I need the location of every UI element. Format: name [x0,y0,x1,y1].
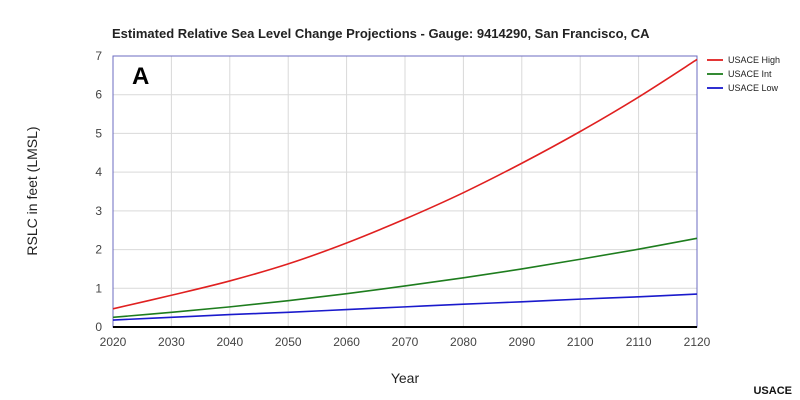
y-tick-label-7: 7 [95,49,102,63]
series-line-usace-low [112,293,698,321]
legend-label-usace-int: USACE Int [728,69,772,79]
series-line-usace-int [112,237,698,319]
credit-label: USACE [753,385,792,397]
y-tick-label-3: 3 [95,204,102,218]
series-line-usace-high [112,58,698,310]
chart-title: Estimated Relative Sea Level Change Proj… [112,26,650,41]
x-tick-label-2090: 2090 [508,335,535,349]
panel-label: A [132,63,149,90]
y-tick-label-0: 0 [95,320,102,334]
x-tick-label-2100: 2100 [567,335,594,349]
x-tick-label-2120: 2120 [684,335,711,349]
y-tick-label-2: 2 [95,243,102,257]
legend-label-usace-high: USACE High [728,55,780,65]
x-tick-label-2040: 2040 [216,335,243,349]
x-tick-label-2110: 2110 [626,335,652,349]
x-tick-label-2050: 2050 [275,335,302,349]
legend: USACE High USACE Int USACE Low [707,55,780,93]
x-tick-label-2080: 2080 [450,335,477,349]
y-tick-label-5: 5 [95,126,102,140]
y-axis-label: RSLC in feet (LMSL) [24,126,40,255]
x-tick-label-2020: 2020 [100,335,127,349]
x-axis-label: Year [391,370,420,386]
x-tick-label-2070: 2070 [392,335,419,349]
x-axis-ticks: 2020 2030 2040 2050 2060 2070 2080 2090 2100 2110… [100,335,711,349]
y-axis-ticks: 0 1 2 3 4 5 6 7 [95,49,102,334]
y-tick-label-6: 6 [95,88,102,102]
y-tick-label-4: 4 [95,165,102,179]
x-tick-label-2030: 2030 [158,335,185,349]
x-tick-label-2060: 2060 [333,335,360,349]
legend-label-usace-low: USACE Low [728,83,779,93]
y-tick-label-1: 1 [95,281,102,295]
series-lines [112,58,698,321]
